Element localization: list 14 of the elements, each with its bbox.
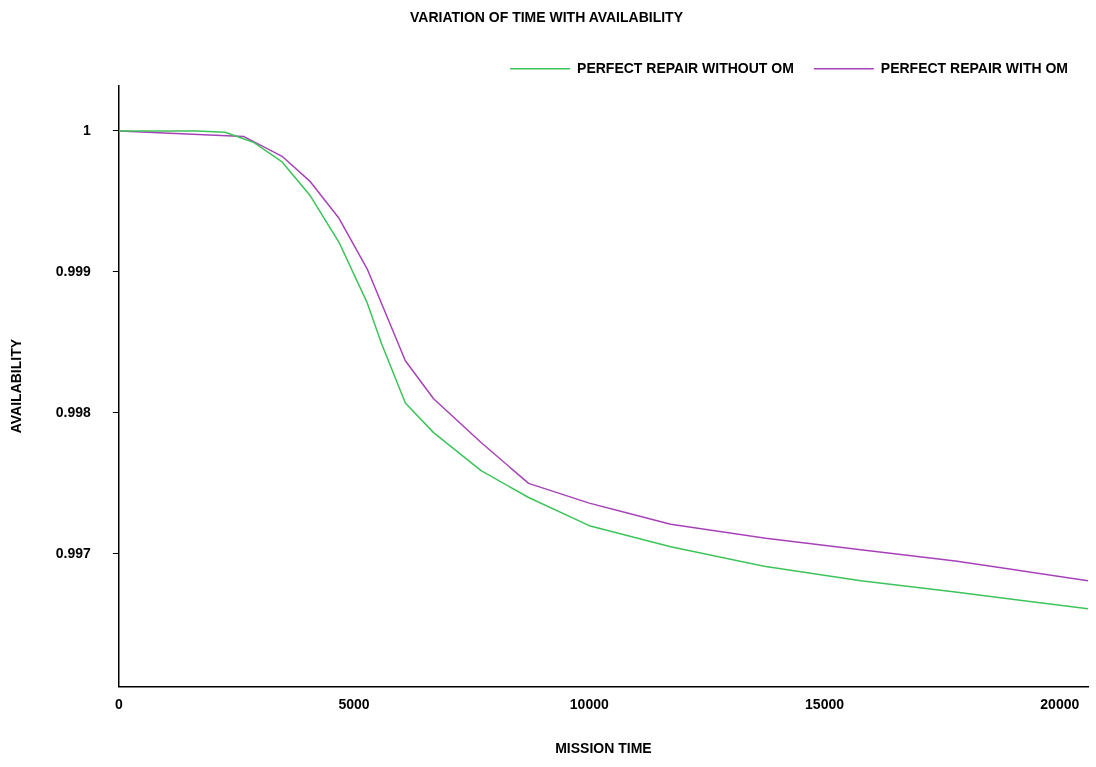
chart-title: VARIATION OF TIME WITH AVAILABILITY bbox=[410, 9, 684, 26]
x-tick-label: 5000 bbox=[338, 695, 370, 712]
x-tick-label: 10000 bbox=[569, 695, 609, 712]
x-tick-label: 15000 bbox=[805, 695, 845, 712]
y-tick-label: 1 bbox=[83, 121, 92, 138]
legend-label: PERFECT REPAIR WITH OM bbox=[880, 59, 1069, 76]
y-tick-label: 0.998 bbox=[55, 403, 92, 420]
y-tick-label: 0.997 bbox=[55, 544, 92, 561]
y-axis-title: AVAILABILITY bbox=[8, 338, 25, 434]
legend-label: PERFECT REPAIR WITHOUT OM bbox=[577, 59, 794, 76]
x-tick-label: 0 bbox=[114, 695, 123, 712]
x-tick-label: 20000 bbox=[1040, 695, 1080, 712]
y-tick-label: 0.999 bbox=[55, 262, 92, 279]
x-axis-title: MISSION TIME bbox=[555, 740, 652, 757]
